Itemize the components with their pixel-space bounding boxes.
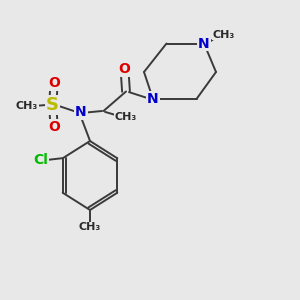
Text: O: O bbox=[48, 120, 60, 134]
Text: O: O bbox=[48, 76, 60, 90]
Text: CH₃: CH₃ bbox=[212, 29, 235, 40]
Text: CH₃: CH₃ bbox=[79, 222, 101, 233]
Text: N: N bbox=[75, 106, 87, 119]
Text: CH₃: CH₃ bbox=[16, 101, 38, 111]
Text: S: S bbox=[46, 96, 59, 114]
Text: N: N bbox=[198, 37, 210, 50]
Text: N: N bbox=[147, 92, 159, 106]
Text: CH₃: CH₃ bbox=[115, 112, 137, 122]
Text: O: O bbox=[118, 62, 130, 76]
Text: Cl: Cl bbox=[34, 153, 49, 167]
